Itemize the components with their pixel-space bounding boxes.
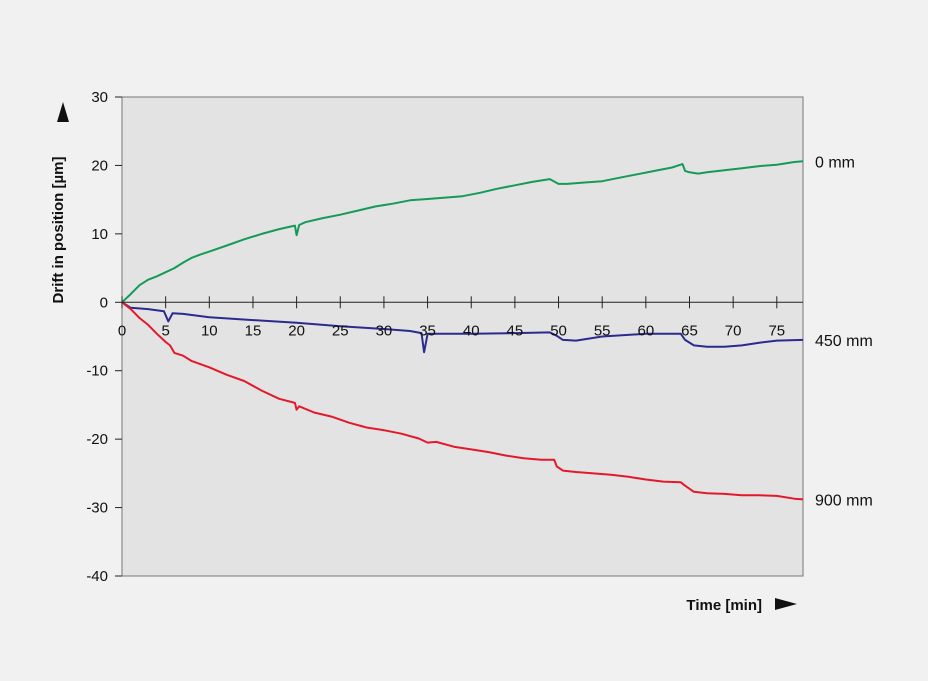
x-tick-label: 40 — [463, 322, 480, 339]
series-line — [121, 301, 804, 501]
y-tick-label: -10 — [86, 363, 108, 380]
y-tick-label: 30 — [91, 89, 108, 106]
y-axis-arrow-icon — [57, 102, 69, 122]
x-tick-label: 55 — [594, 322, 611, 339]
series-label: 900 mm — [815, 492, 873, 509]
x-axis-arrow-icon — [775, 598, 797, 610]
x-tick-label: 25 — [332, 322, 349, 339]
x-tick-label: 50 — [550, 322, 567, 339]
x-tick-label: 60 — [638, 322, 655, 339]
y-tick-label: 0 — [100, 294, 108, 311]
plot-area — [121, 96, 804, 577]
x-tick-label: 20 — [288, 322, 305, 339]
series-line — [121, 301, 804, 354]
x-tick-label: 45 — [507, 322, 524, 339]
x-tick-label: 30 — [376, 322, 393, 339]
y-tick-label: -20 — [86, 431, 108, 448]
x-tick-label: 10 — [201, 322, 218, 339]
axes-layer: 30 20 10 0 -10 -20 -30 -40 0 5 10 15 20 25 30 35 40 45 50 5… — [86, 89, 872, 585]
x-tick-label: 75 — [768, 322, 785, 339]
series-label: 0 mm — [815, 154, 855, 171]
x-tick-label: 35 — [419, 322, 436, 339]
y-tick-label: 10 — [91, 226, 108, 243]
y-tick-label: 20 — [91, 157, 108, 174]
x-tick-label: 70 — [725, 322, 742, 339]
x-tick-label: 5 — [161, 322, 169, 339]
x-tick-label: 0 — [118, 322, 126, 339]
y-tick-label: -30 — [86, 500, 108, 517]
x-tick-label: 65 — [681, 322, 698, 339]
x-axis-title: Time [min] — [686, 597, 762, 614]
x-tick-label: 15 — [245, 322, 262, 339]
series-layer — [121, 160, 804, 501]
y-tick-label: -40 — [86, 568, 108, 585]
series-line — [121, 160, 804, 304]
y-axis-title: Drift in position [µm] — [50, 157, 67, 304]
series-label: 450 mm — [815, 333, 873, 350]
